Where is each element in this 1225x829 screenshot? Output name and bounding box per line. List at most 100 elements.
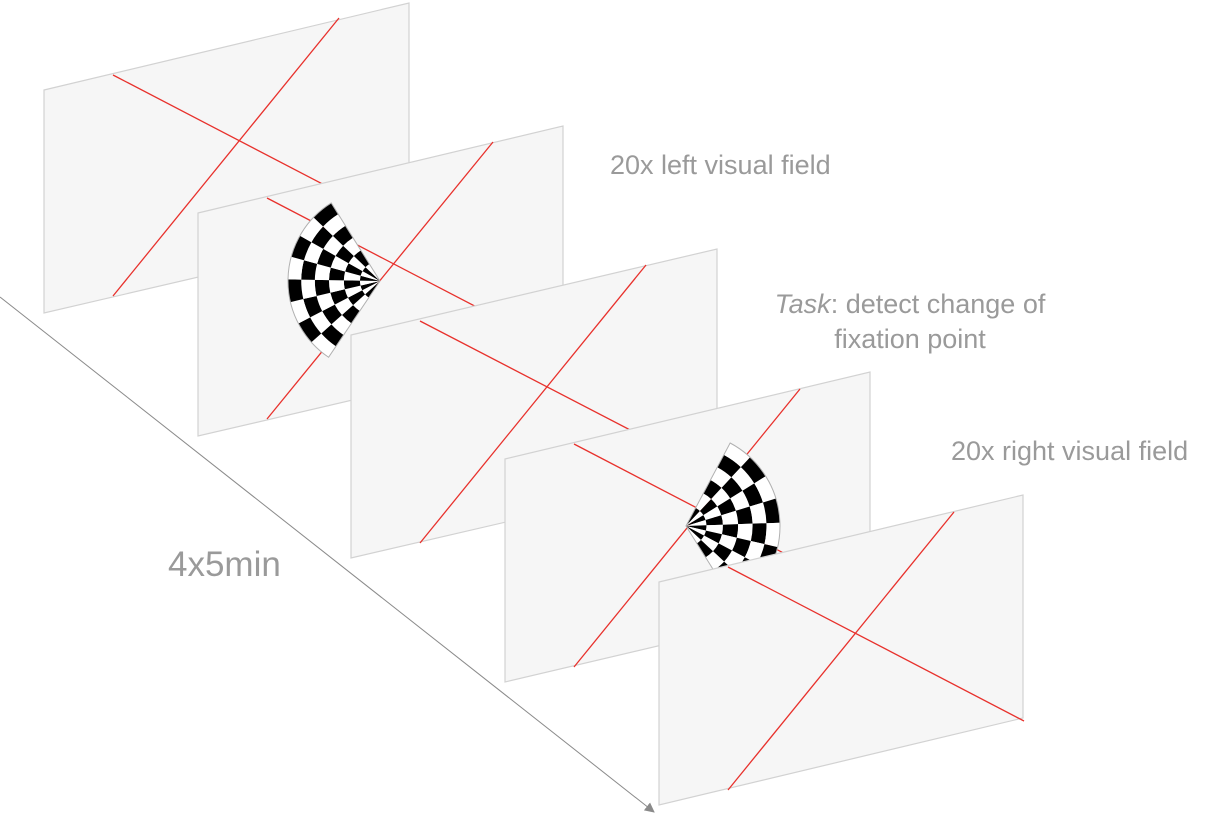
checker-cell [360,271,380,281]
checker-cell [332,225,353,246]
checker-cell [695,493,712,512]
screens-layer [43,2,1025,806]
task-description-rest: : detect change of [830,289,1046,319]
checker-cell [717,454,741,478]
task-description-label: Task: detect change of fixation point [740,287,1080,357]
checker-cell [710,467,732,488]
checker-cell [359,280,380,286]
checker-cell [290,299,311,324]
checker-cell [686,526,705,540]
checker-cell [723,443,751,468]
checker-cell [705,515,723,526]
checker-cell [341,305,360,324]
checker-cell [764,522,780,548]
checker-cell [696,539,714,558]
checker-cell [686,515,706,526]
screen-5 [658,494,1025,806]
fixation-cross-line-1 [727,566,1025,722]
checker-cell [365,281,380,298]
checker-cell [288,279,304,303]
checker-cell [323,235,344,256]
checker-cell [762,498,780,524]
checker-cell [347,290,366,306]
checker-cell [360,281,380,291]
checker-cell [314,279,331,296]
checker-cell [330,289,348,305]
checker-cell [742,483,763,507]
checker-cell [686,526,706,536]
checker-cell [344,285,363,298]
right-visual-field-label: 20x right visual field [951,436,1189,466]
checker-cell [334,297,354,315]
checker-cell [317,248,336,268]
checker-cell [721,510,739,525]
checker-cell [343,280,361,290]
checker-cell [686,520,707,526]
checkerboard-wedge [287,202,381,358]
checker-cell [365,263,380,281]
fixation-cross-line-2 [419,264,647,544]
checker-cell [335,245,354,264]
left-visual-field-label: 20x left visual field [610,150,831,180]
checker-cell [732,537,751,558]
checker-cell [288,256,304,280]
checker-cell [686,507,700,526]
checker-cell [686,525,707,531]
checker-cell [359,275,380,281]
checker-cell [717,498,736,516]
checker-cell [731,467,755,491]
checker-cell [749,502,767,524]
checker-cell [321,324,344,347]
checker-cell [750,523,767,545]
checker-cell [303,295,323,318]
checker-cell [713,543,733,562]
checker-cell [718,534,737,551]
checker-cell [721,477,743,499]
checker-cell [323,214,346,236]
checker-cell [699,498,718,516]
checker-cell [322,304,342,325]
checkerboard-outline [287,202,381,358]
checker-cell [686,526,701,544]
checker-cell [345,263,363,276]
checker-cell [730,490,750,511]
checker-cell [362,267,380,281]
checker-cell [314,263,331,281]
checker-cell [348,255,366,272]
checker-cell [298,317,322,343]
checker-cell [301,279,317,300]
checker-cell [316,292,335,312]
checker-cell [705,551,725,571]
checker-cell [735,506,753,525]
checker-cell [711,487,731,507]
checker-cell [311,226,333,249]
checker-cell [328,267,346,281]
checker-cell [754,476,776,503]
checker-cell [291,235,312,261]
fixation-cross-line-2 [727,511,955,791]
checker-cell [736,523,753,541]
checker-cell [721,524,739,538]
checker-cell [310,311,332,334]
checker-cell [362,281,380,295]
checker-cell [343,271,361,281]
time-axis-arrow [0,296,655,813]
checker-cell [299,217,324,243]
fixation-cross-line-2 [112,17,340,297]
checker-cell [311,333,336,358]
checker-cell [700,535,719,552]
checker-cell [328,280,345,293]
checker-cell [705,524,723,535]
checker-cell [343,237,361,256]
checker-cell [313,202,339,227]
task-description-line2: fixation point [834,324,986,354]
checker-cell [330,255,349,272]
checker-cell [703,479,722,499]
checker-cell [703,506,722,521]
task-word: Task [774,289,831,319]
run-duration-label: 4x5min [168,545,281,584]
checker-cell [303,242,324,264]
checker-cell [740,457,766,484]
